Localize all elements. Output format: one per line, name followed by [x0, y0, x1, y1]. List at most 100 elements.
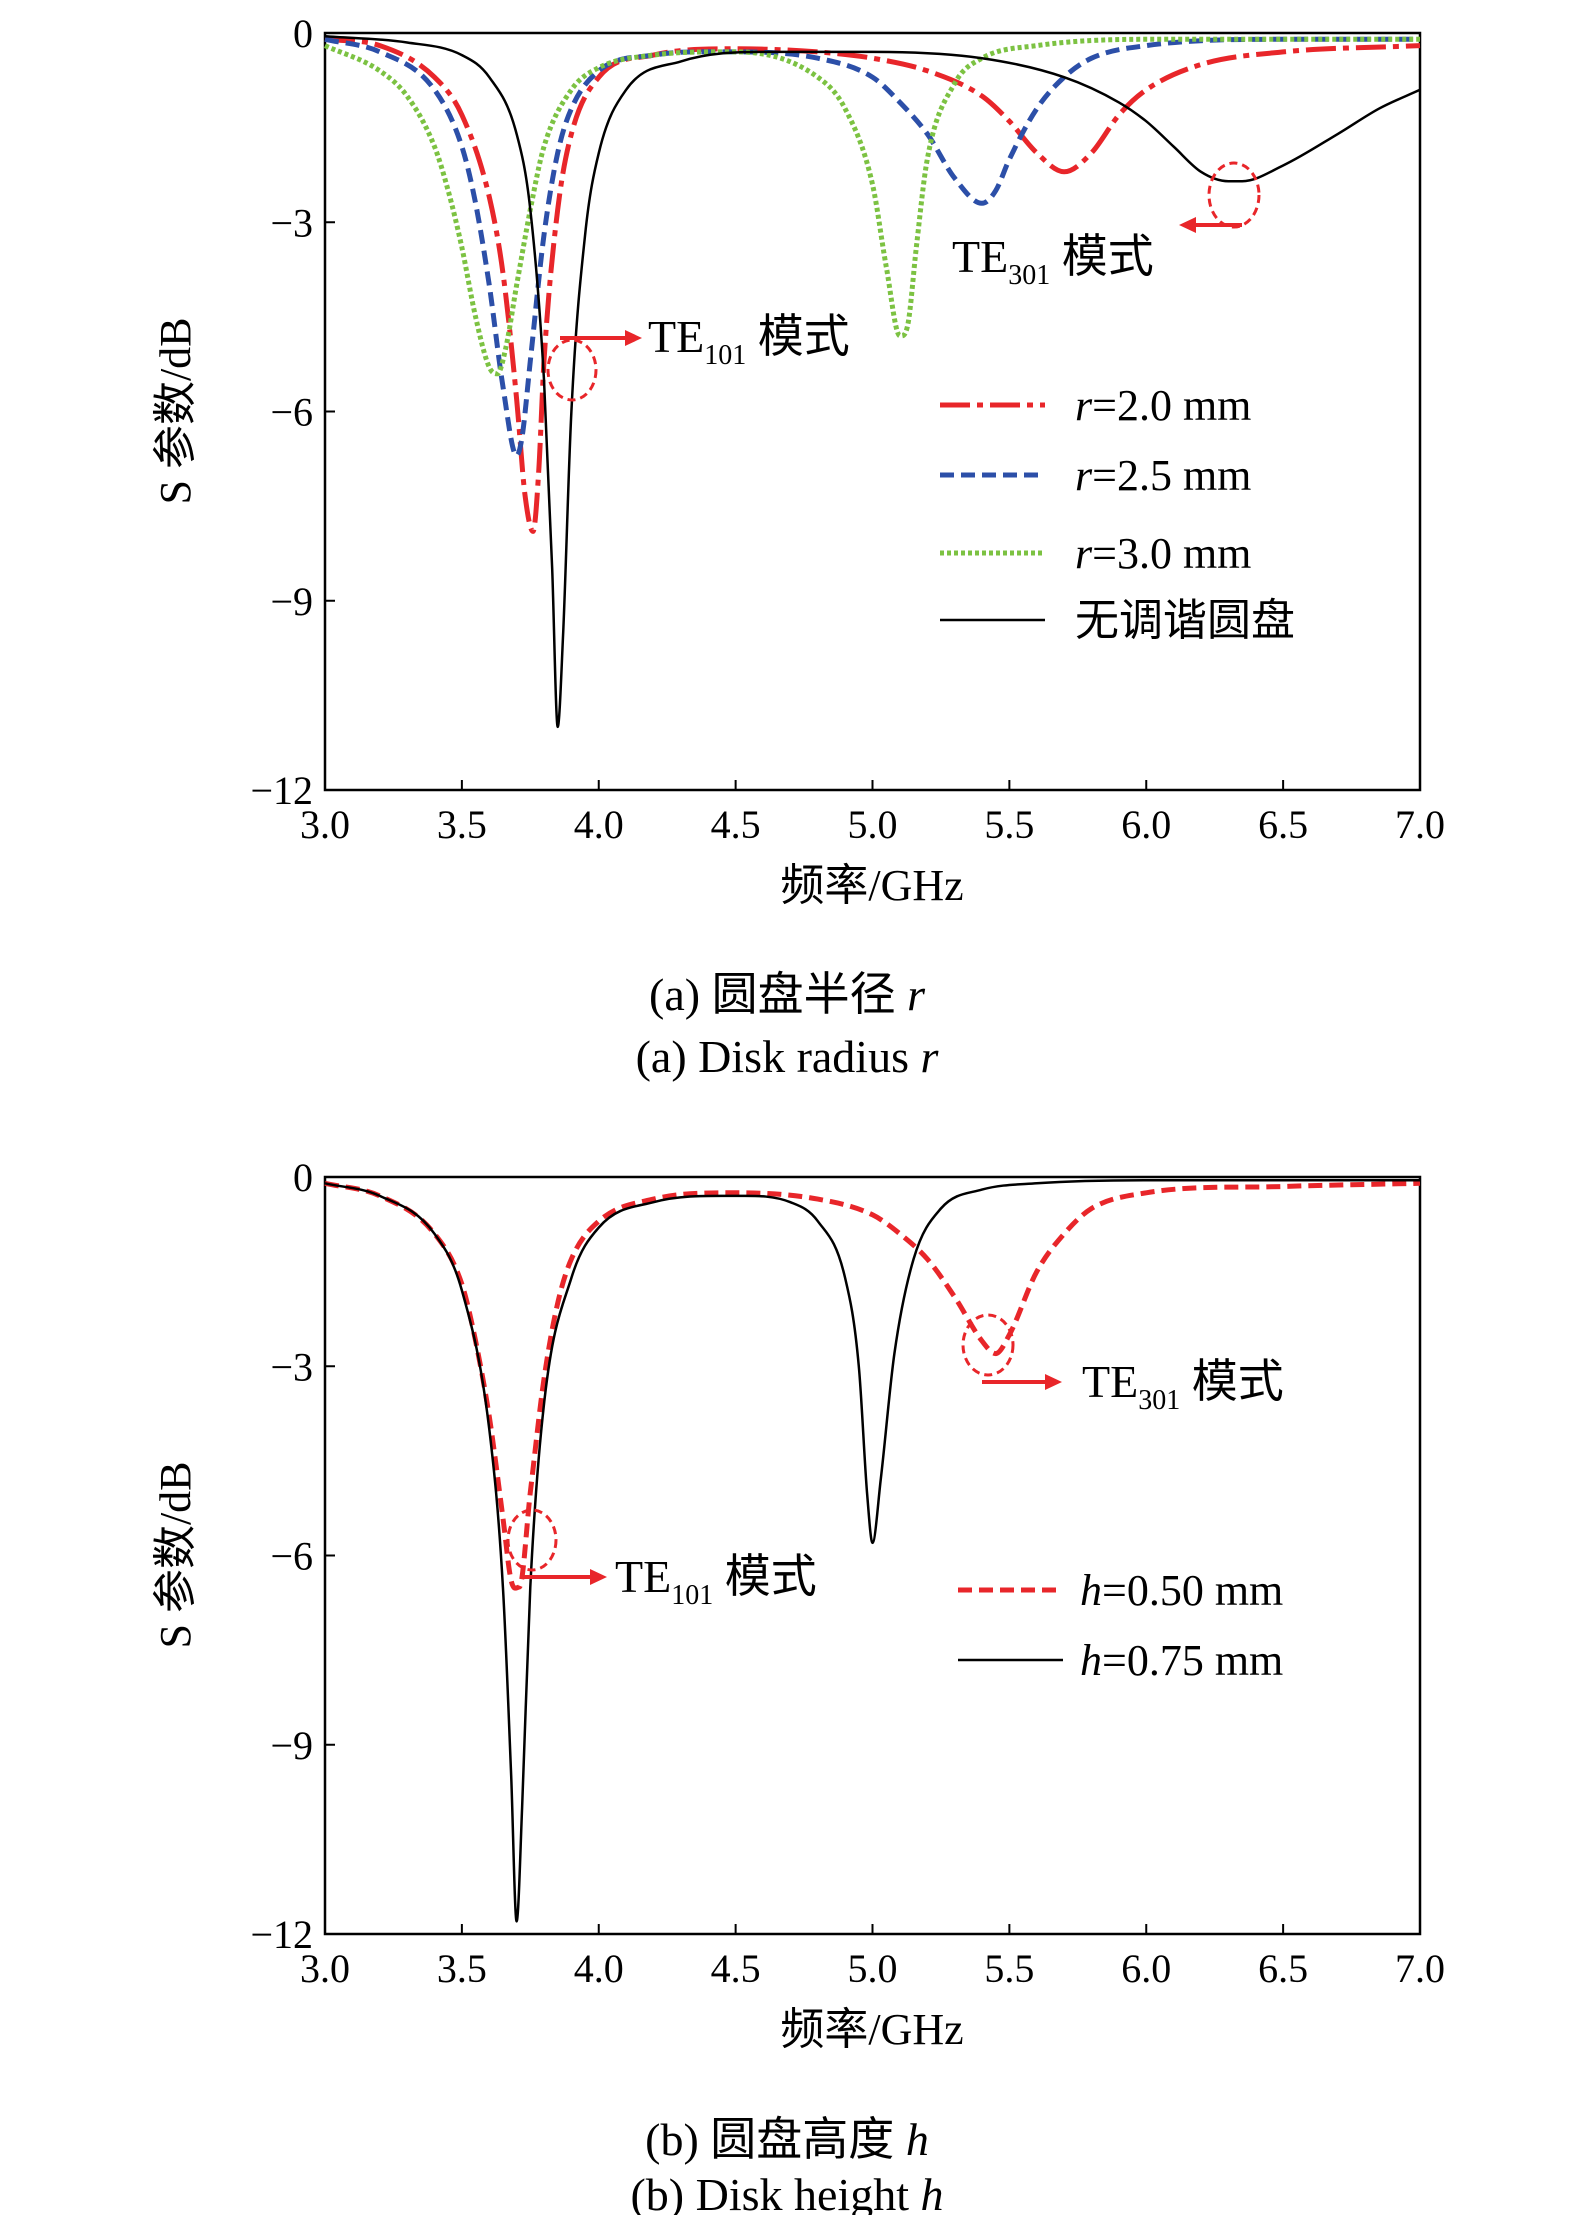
annotation-rest: 模式	[1180, 1356, 1284, 1407]
legend-value: =0.75 mm	[1102, 1636, 1283, 1685]
x-tick-label: 4.5	[711, 802, 761, 847]
legend: h=0.50 mm h=0.75 mm	[958, 1566, 1283, 1685]
annotation-label: TE101 模式	[615, 1551, 817, 1611]
x-ticks: 3.0 3.5 4.0 4.5 5.0 5.5 6.0 6.5 7.0	[300, 780, 1445, 847]
caption-text: (b) 圆盘高度	[645, 2114, 906, 2165]
plot-frame	[323, 1175, 1422, 1936]
legend-var: h	[1080, 1636, 1102, 1685]
y-tick-label: −6	[270, 390, 313, 435]
y-tick-label: −3	[270, 1344, 313, 1389]
legend-value: =2.0 mm	[1092, 381, 1251, 430]
annotation-rest: 模式	[713, 1551, 817, 1602]
caption-cn: (b) 圆盘高度 h	[645, 2114, 929, 2165]
x-tick-label: 6.0	[1121, 802, 1171, 847]
annotation-label: TE301 模式	[1082, 1356, 1284, 1416]
annotation-subscript: 101	[671, 1580, 713, 1611]
arrowhead-icon	[1045, 1374, 1062, 1390]
annotation-circle	[546, 338, 598, 402]
annotation-te101: TE101 模式	[506, 1508, 817, 1611]
caption-var: h	[921, 2169, 944, 2215]
legend-label: h=0.75 mm	[1080, 1636, 1283, 1685]
caption-var: r	[920, 1031, 939, 1082]
series-lines	[324, 1178, 1421, 1923]
x-tick-label: 4.0	[574, 802, 624, 847]
series-line-3	[324, 34, 1421, 729]
y-tick-label: −12	[250, 768, 313, 813]
x-tick-label: 5.0	[848, 802, 898, 847]
y-tick-label: 0	[293, 1155, 313, 1200]
annotation-circle	[961, 1313, 1015, 1377]
annotation-base: TE	[1082, 1356, 1138, 1407]
y-ticks: 0 −3 −6 −9 −12	[250, 1155, 335, 1957]
annotation-subscript: 301	[1138, 1385, 1180, 1416]
legend-label: r=2.0 mm	[1075, 381, 1251, 430]
y-ticks: 0 −3 −6 −9 −12	[250, 11, 335, 813]
annotation-te301: TE301 模式	[961, 1313, 1284, 1416]
x-ticks: 3.0 3.5 4.0 4.5 5.0 5.5 6.0 6.5 7.0	[300, 1924, 1445, 1991]
x-tick-label: 6.0	[1121, 1946, 1171, 1991]
y-tick-label: −6	[270, 1534, 313, 1579]
caption-var: r	[907, 969, 926, 1020]
caption-text: (b) Disk height	[630, 2169, 920, 2215]
x-tick-label: 5.5	[984, 1946, 1034, 1991]
legend-var: r	[1075, 381, 1093, 430]
arrowhead-icon	[1179, 217, 1196, 233]
annotation-rest: 模式	[1050, 231, 1154, 282]
caption-text: (a) Disk radius	[636, 1031, 921, 1082]
legend-label: r=3.0 mm	[1075, 529, 1251, 578]
caption-var: h	[906, 2114, 929, 2165]
plot-frame	[323, 31, 1422, 792]
series-line-1	[324, 36, 1420, 459]
series-lines	[323, 34, 1421, 729]
x-tick-label: 4.5	[711, 1946, 761, 1991]
legend-var: r	[1075, 529, 1093, 578]
annotation-te101: TE101 模式	[546, 311, 850, 402]
series-line-1	[324, 1178, 1420, 1923]
x-tick-label: 7.0	[1395, 802, 1445, 847]
series-line-2	[323, 36, 1420, 377]
legend-var: h	[1080, 1566, 1102, 1615]
y-tick-label: −12	[250, 1912, 313, 1957]
y-axis-label: S 参数/dB	[151, 317, 200, 504]
arrowhead-icon	[625, 330, 642, 346]
legend-label: 无调谐圆盘	[1075, 596, 1295, 645]
x-tick-label: 6.5	[1258, 802, 1308, 847]
x-tick-label: 3.5	[437, 1946, 487, 1991]
chart-panel-a: 0 −3 −6 −9 −12 3.0 3.5 4.0 4.5 5.0 5.5 6.0 6.5 7.0 频…	[151, 11, 1445, 1082]
annotation-subscript: 301	[1008, 260, 1050, 291]
annotation-base: TE	[648, 311, 704, 362]
caption-en: (b) Disk height h	[630, 2169, 943, 2215]
caption-en: (a) Disk radius r	[636, 1031, 940, 1082]
y-tick-label: −3	[270, 200, 313, 245]
legend-value: =2.5 mm	[1092, 451, 1251, 500]
annotation-base: TE	[615, 1551, 671, 1602]
annotation-circle	[1207, 161, 1261, 229]
x-tick-label: 3.5	[437, 802, 487, 847]
annotation-label: TE301 模式	[952, 231, 1154, 291]
legend-label: r=2.5 mm	[1075, 451, 1251, 500]
legend-var: r	[1075, 451, 1093, 500]
x-tick-label: 3.0	[300, 1946, 350, 1991]
x-tick-label: 5.0	[848, 1946, 898, 1991]
x-tick-label: 6.5	[1258, 1946, 1308, 1991]
annotation-base: TE	[952, 231, 1008, 282]
x-tick-label: 5.5	[984, 802, 1034, 847]
x-axis-label: 频率/GHz	[780, 861, 963, 910]
x-tick-label: 7.0	[1395, 1946, 1445, 1991]
y-tick-label: 0	[293, 11, 313, 56]
caption-text: (a) 圆盘半径	[649, 969, 907, 1020]
series-line-0	[324, 1180, 1421, 1591]
y-tick-label: −9	[270, 579, 313, 624]
legend-value: =3.0 mm	[1092, 529, 1251, 578]
legend-label: h=0.50 mm	[1080, 1566, 1283, 1615]
annotation-circle	[506, 1508, 558, 1572]
annotation-subscript: 101	[704, 340, 746, 371]
legend-value: =0.50 mm	[1102, 1566, 1283, 1615]
y-axis-label: S 参数/dB	[151, 1461, 200, 1648]
caption-cn: (a) 圆盘半径 r	[649, 969, 926, 1020]
arrowhead-icon	[590, 1569, 607, 1585]
annotation-rest: 模式	[746, 311, 850, 362]
y-tick-label: −9	[270, 1723, 313, 1768]
annotation-te301: TE301 模式	[952, 161, 1261, 291]
